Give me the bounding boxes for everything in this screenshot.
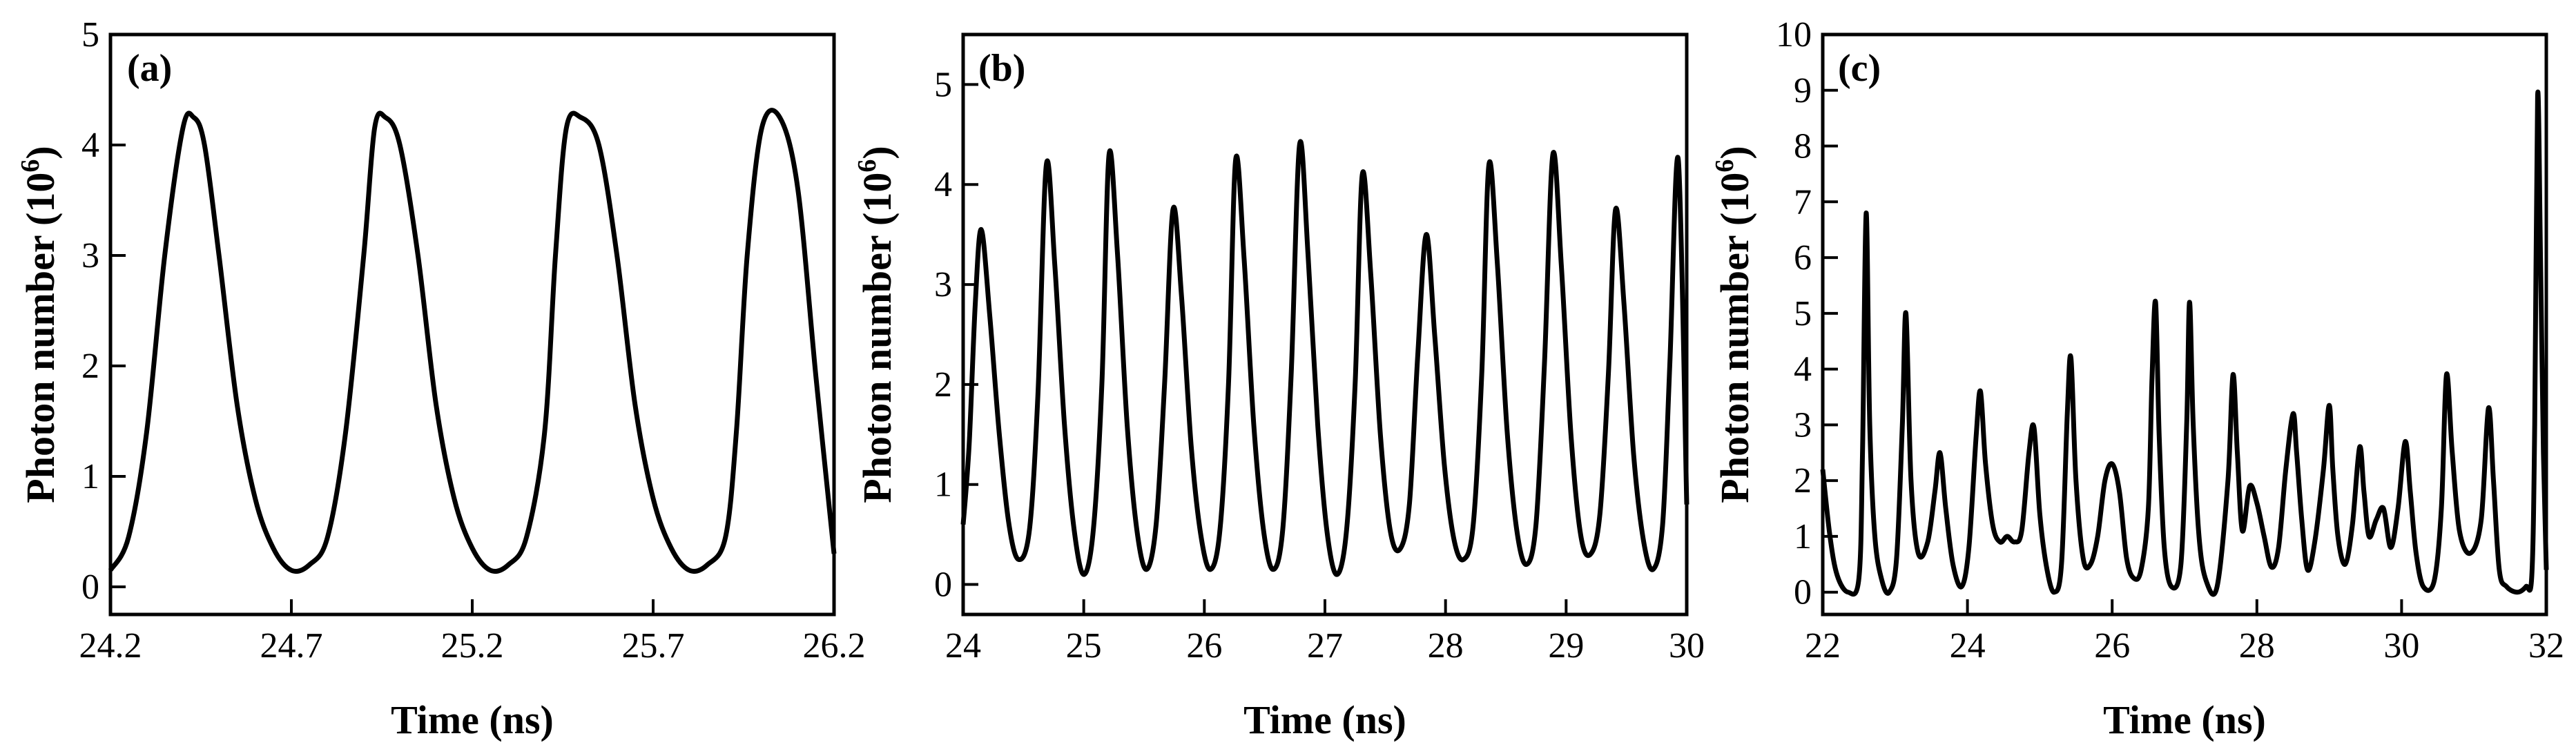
x-tick-label: 30: [2383, 626, 2419, 666]
chart-panel-a: (a) 24.2 24.7 25.2 25.7 26.2 0 1 2 3 4 5 Time (ns…: [16, 15, 866, 742]
x-tick-label: 24: [1950, 626, 1986, 666]
y-tick-label: 4: [81, 126, 99, 165]
x-tick-label: 30: [1669, 626, 1705, 666]
x-axis: 24.2 24.7 25.2 25.7 26.2: [79, 599, 866, 666]
y-tick-label: 0: [934, 565, 952, 605]
y-axis-title-exponent: 6: [16, 159, 45, 173]
y-axis-title: Photon number (106): [1710, 146, 1757, 503]
y-axis-title-main: Photon number (10: [18, 173, 63, 503]
y-tick-label: 2: [934, 365, 952, 405]
y-tick-label: 5: [1794, 294, 1812, 333]
y-axis: 0 1 2 3 4 5: [934, 65, 978, 605]
y-tick-label: 5: [934, 65, 952, 104]
x-tick-label: 25: [1066, 626, 1102, 666]
series-line: [960, 139, 1689, 577]
chart-panel-b: (b) 24 25 26 27 28 29 30 0 1 2 3 4 5 Time (ns) Phot…: [853, 32, 1705, 742]
y-tick-label: 8: [1794, 127, 1812, 166]
x-tick-label: 26: [2094, 626, 2130, 666]
y-tick-label: 2: [1794, 461, 1812, 501]
y-tick-label: 3: [1794, 405, 1812, 445]
x-tick-label: 25.7: [622, 626, 685, 666]
x-axis: 24 25 26 27 28 29 30: [945, 599, 1705, 666]
y-axis-title: Photon number (106): [16, 146, 63, 503]
y-tick-label: 3: [81, 236, 99, 275]
y-tick-label: 7: [1794, 182, 1812, 222]
x-tick-label: 26: [1186, 626, 1222, 666]
x-axis-title: Time (ns): [2103, 697, 2266, 742]
x-tick-label: 26.2: [803, 626, 866, 666]
y-axis-title-main: Photon number (10: [855, 173, 900, 503]
x-tick-label: 22: [1805, 626, 1841, 666]
x-tick-label: 24.7: [260, 626, 323, 666]
x-tick-label: 24: [945, 626, 981, 666]
y-tick-label: 3: [934, 265, 952, 304]
x-tick-label: 28: [2239, 626, 2275, 666]
y-tick-label: 2: [81, 347, 99, 386]
plot-frame: [1821, 32, 2548, 617]
y-tick-label: 1: [1794, 517, 1812, 556]
x-tick-label: 27: [1307, 626, 1343, 666]
y-tick-label: 10: [1776, 15, 1812, 55]
x-tick-label: 28: [1428, 626, 1464, 666]
x-axis: 22 24 26 28 30 32: [1805, 599, 2564, 666]
panel-label: (a): [127, 47, 172, 90]
y-axis: 0 1 2 3 4 5: [81, 15, 126, 607]
x-tick-label: 24.2: [79, 626, 142, 666]
y-axis-title-main: Photon number (10: [1712, 173, 1757, 503]
y-tick-label: 1: [81, 457, 99, 496]
y-axis-title-exponent: 6: [853, 159, 882, 173]
y-tick-label: 9: [1794, 71, 1812, 110]
y-tick-label: 4: [1794, 350, 1812, 389]
y-tick-label: 5: [81, 15, 99, 55]
x-axis-title: Time (ns): [1243, 697, 1406, 742]
y-tick-label: 6: [1794, 238, 1812, 278]
y-axis-title-close: ): [1712, 146, 1757, 159]
x-tick-label: 32: [2528, 626, 2564, 666]
x-axis-title: Time (ns): [391, 697, 554, 742]
y-tick-label: 1: [934, 465, 952, 505]
y-tick-label: 4: [934, 165, 952, 204]
x-tick-label: 25.2: [441, 626, 504, 666]
y-axis-title-close: ): [855, 146, 900, 159]
y-tick-label: 0: [1794, 573, 1812, 612]
y-tick-label: 0: [81, 568, 99, 607]
y-axis-title: Photon number (106): [853, 146, 900, 503]
series-line: [108, 108, 837, 574]
panel-label: (c): [1838, 47, 1881, 90]
y-axis-title-exponent: 6: [1710, 159, 1739, 173]
x-tick-label: 29: [1548, 626, 1584, 666]
series-line: [1820, 89, 2549, 597]
panel-label: (b): [978, 47, 1025, 90]
y-axis-title-close: ): [18, 146, 63, 159]
